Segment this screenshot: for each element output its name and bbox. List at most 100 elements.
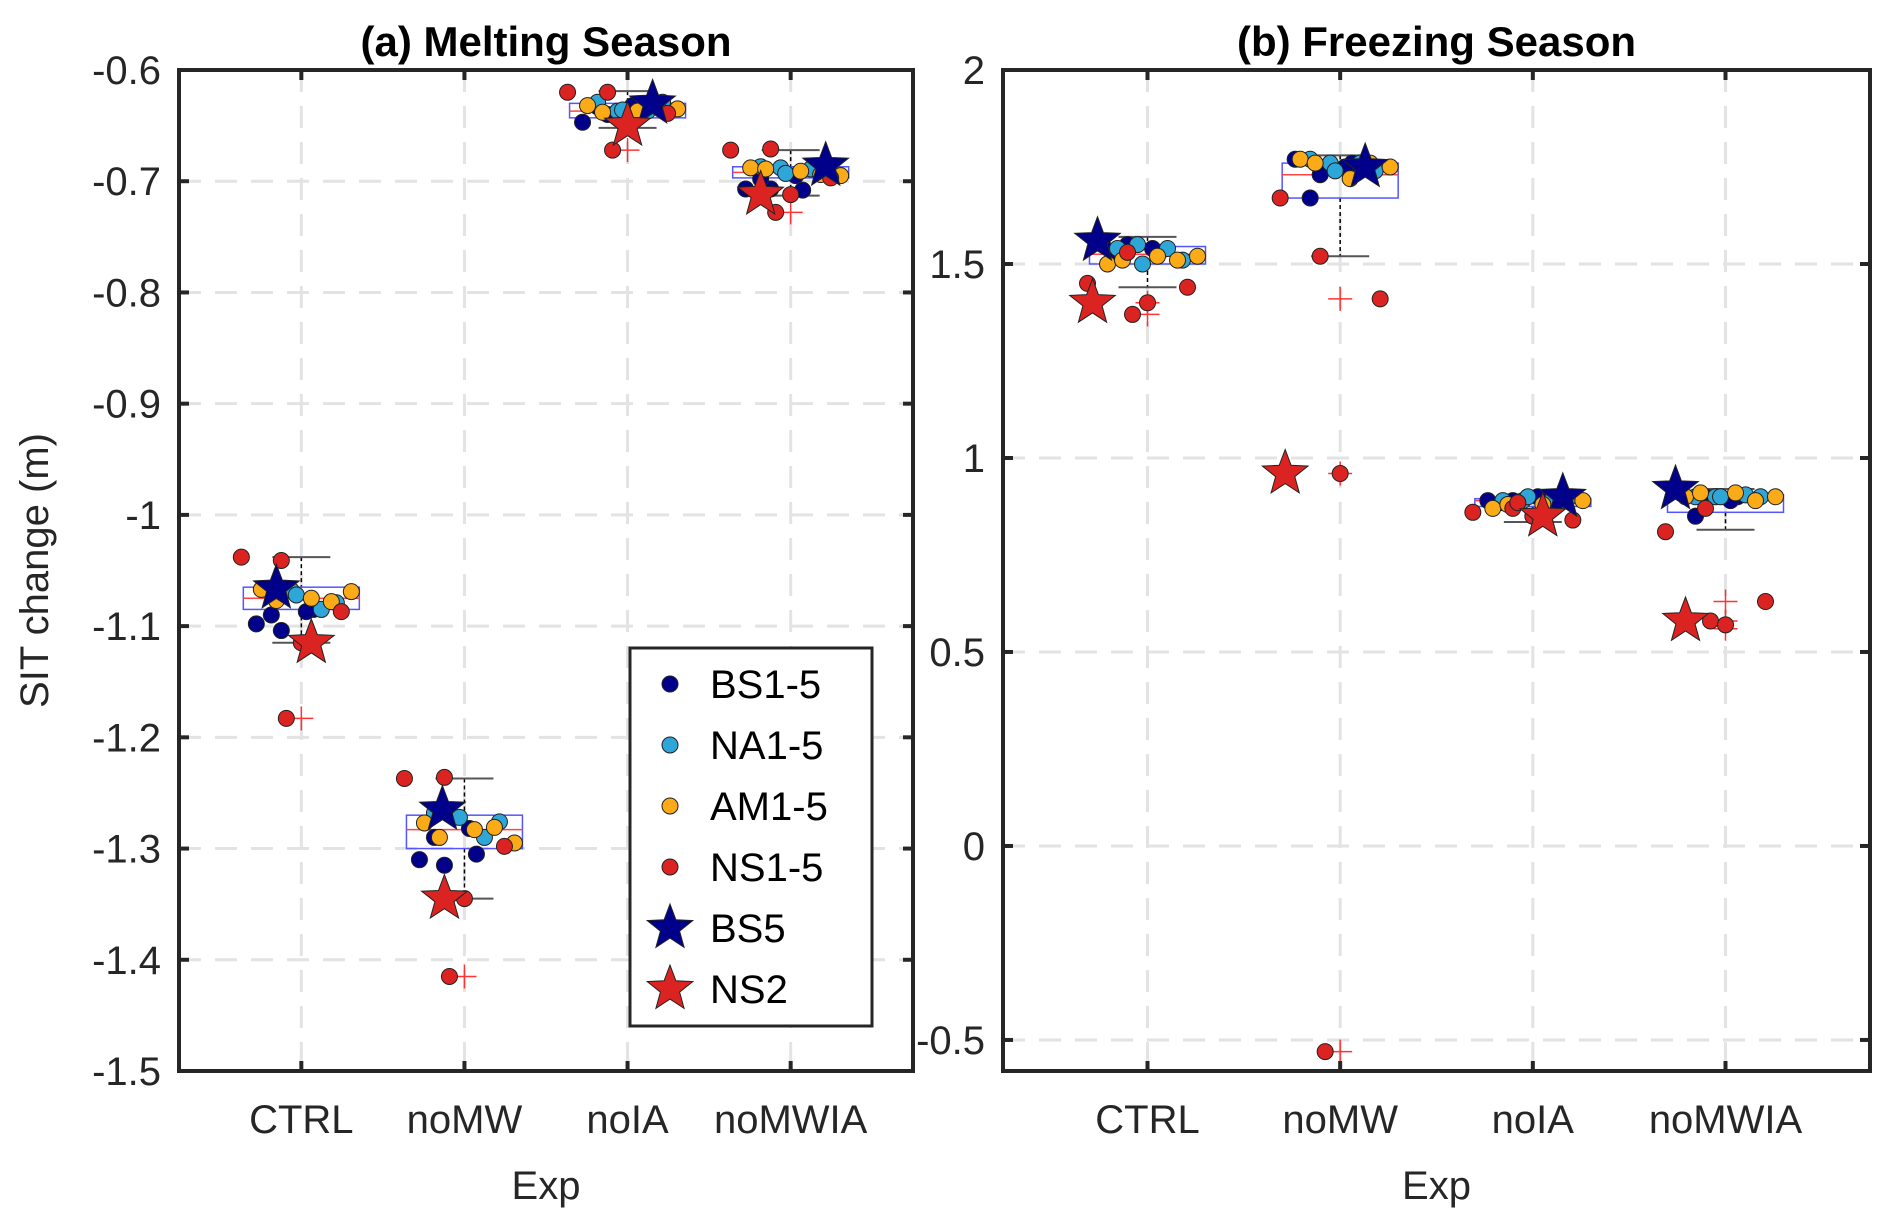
data-point-ns1-5 [232, 548, 250, 566]
data-point-ns1-5 [440, 967, 458, 985]
star-ns2 [736, 169, 785, 216]
data-point-ns1-5 [332, 603, 350, 621]
legend: BS1-5 NA1-5 AM1-5 NS1-5 BS5 NS2 [628, 646, 874, 1028]
axes-frame [1001, 68, 1872, 1073]
x-tick-label: noMWIA [1649, 1098, 1803, 1142]
legend-marker-bs5 [645, 902, 695, 949]
data-point-am1-5 [342, 583, 360, 601]
y-tick-label: -1.2 [92, 716, 161, 760]
data-point-bs1-5 [435, 856, 453, 874]
star-bs5 [252, 562, 301, 609]
data-point-ns1-5 [599, 83, 617, 101]
x-axis-title: Exp [1402, 1164, 1471, 1208]
data-point-ns1-5 [1464, 503, 1482, 521]
legend-label: NA1-5 [710, 724, 823, 768]
data-point-am1-5 [1692, 484, 1709, 502]
data-point-am1-5 [485, 818, 503, 836]
star-ns2 [1661, 595, 1710, 642]
star-ns2 [603, 100, 652, 147]
x-tick-label: CTRL [249, 1098, 353, 1142]
data-point-am1-5 [1149, 247, 1166, 265]
data-point-ns1-5 [1311, 247, 1329, 265]
panel-freezing-season: 2 1.5 1 0.5 0 -0.5 CTRL noMW noIA noMWIA Exp (b) Fr… [916, 18, 1872, 1208]
data-point-ns1-5 [272, 551, 290, 569]
data-point-ns1-5 [1124, 305, 1141, 323]
legend-box [628, 646, 874, 1028]
data-point-am1-5 [302, 589, 320, 607]
data-point-am1-5 [430, 828, 448, 846]
data-point-bs1-5 [467, 845, 485, 863]
y-tick-label: -0.9 [92, 383, 161, 427]
data-point-na1-5 [1326, 162, 1344, 180]
y-tick-label: 2 [963, 49, 985, 93]
data-point-bs1-5 [574, 113, 592, 131]
star-bs5 [1340, 141, 1390, 188]
star-ns2 [1068, 277, 1117, 324]
star-bs5 [801, 140, 850, 187]
y-tick-label: -0.8 [92, 271, 161, 315]
data-point-na1-5 [777, 164, 795, 182]
data-point-ns1-5 [495, 837, 513, 855]
x-axis-title: Exp [512, 1164, 581, 1208]
data-point-bs1-5 [410, 851, 428, 869]
legend-label: AM1-5 [710, 785, 828, 829]
star-bs5 [418, 784, 467, 831]
y-tick-label: -1.5 [92, 1050, 161, 1094]
data-point-am1-5 [792, 162, 810, 180]
data-point-am1-5 [1747, 492, 1764, 510]
legend-label: NS2 [710, 968, 788, 1012]
data-point-am1-5 [465, 821, 483, 839]
data-point-ns1-5 [1509, 494, 1527, 512]
data-point-ns1-5 [1139, 294, 1156, 312]
legend-marker-ns2 [645, 963, 695, 1010]
data-point-am1-5 [742, 159, 760, 177]
data-point-na1-5 [1712, 488, 1729, 506]
data-point-ns1-5 [722, 141, 740, 159]
axes-frame [177, 68, 915, 1073]
y-tick-label: -0.6 [92, 49, 161, 93]
y-tick-label: -1.1 [92, 605, 161, 649]
star-ns2 [1518, 490, 1568, 537]
data-point-ns1-5 [1331, 465, 1349, 483]
data-point-bs1-5 [1301, 189, 1319, 207]
data-point-am1-5 [1291, 150, 1309, 168]
data-point-bs1-5 [247, 615, 265, 633]
panel-title: (a) Melting Season [360, 18, 731, 65]
legend-marker-am1-5 [661, 797, 679, 815]
data-point-ns1-5 [435, 768, 453, 786]
x-tick-label: noMWIA [714, 1098, 868, 1142]
legend-marker-ns1-5 [661, 858, 679, 876]
y-tick-label: 0.5 [929, 631, 985, 675]
data-point-ns1-5 [1757, 593, 1774, 611]
y-axis-title: SIT change (m) [13, 433, 57, 708]
data-point-na1-5 [1134, 255, 1151, 273]
data-point-am1-5 [1484, 499, 1502, 517]
data-point-am1-5 [1574, 492, 1592, 510]
panel-melting-season: -0.6 -0.7 -0.8 -0.9 -1 -1.1 -1.2 -1.3 -1.4 -1.5 CT… [13, 18, 915, 1208]
data-point-ns1-5 [559, 83, 577, 101]
x-tick-label: noMW [407, 1098, 523, 1142]
star-bs5 [1651, 463, 1700, 510]
data-point-ns1-5 [782, 186, 800, 204]
y-tick-label: -0.7 [92, 160, 161, 204]
x-tick-label: noIA [1492, 1098, 1575, 1142]
data-point-ns1-5 [1717, 616, 1734, 634]
data-point-am1-5 [1381, 158, 1399, 176]
data-point-ns1-5 [1564, 511, 1582, 529]
y-tick-label: 1.5 [929, 243, 985, 287]
data-point-am1-5 [1727, 484, 1744, 502]
x-tick-label: noIA [586, 1098, 669, 1142]
data-point-am1-5 [1767, 488, 1784, 506]
star-ns2 [1260, 448, 1310, 495]
data-point-am1-5 [1306, 154, 1324, 172]
legend-label: BS1-5 [710, 663, 821, 707]
legend-marker-na1-5 [661, 736, 679, 754]
star-ns2 [420, 873, 469, 920]
data-point-ns1-5 [1371, 290, 1389, 308]
data-point-am1-5 [594, 103, 612, 121]
y-tick-label: -1.3 [92, 828, 161, 872]
data-point-am1-5 [579, 97, 597, 115]
data-point-na1-5 [287, 586, 305, 604]
data-point-ns1-5 [1316, 1043, 1334, 1061]
